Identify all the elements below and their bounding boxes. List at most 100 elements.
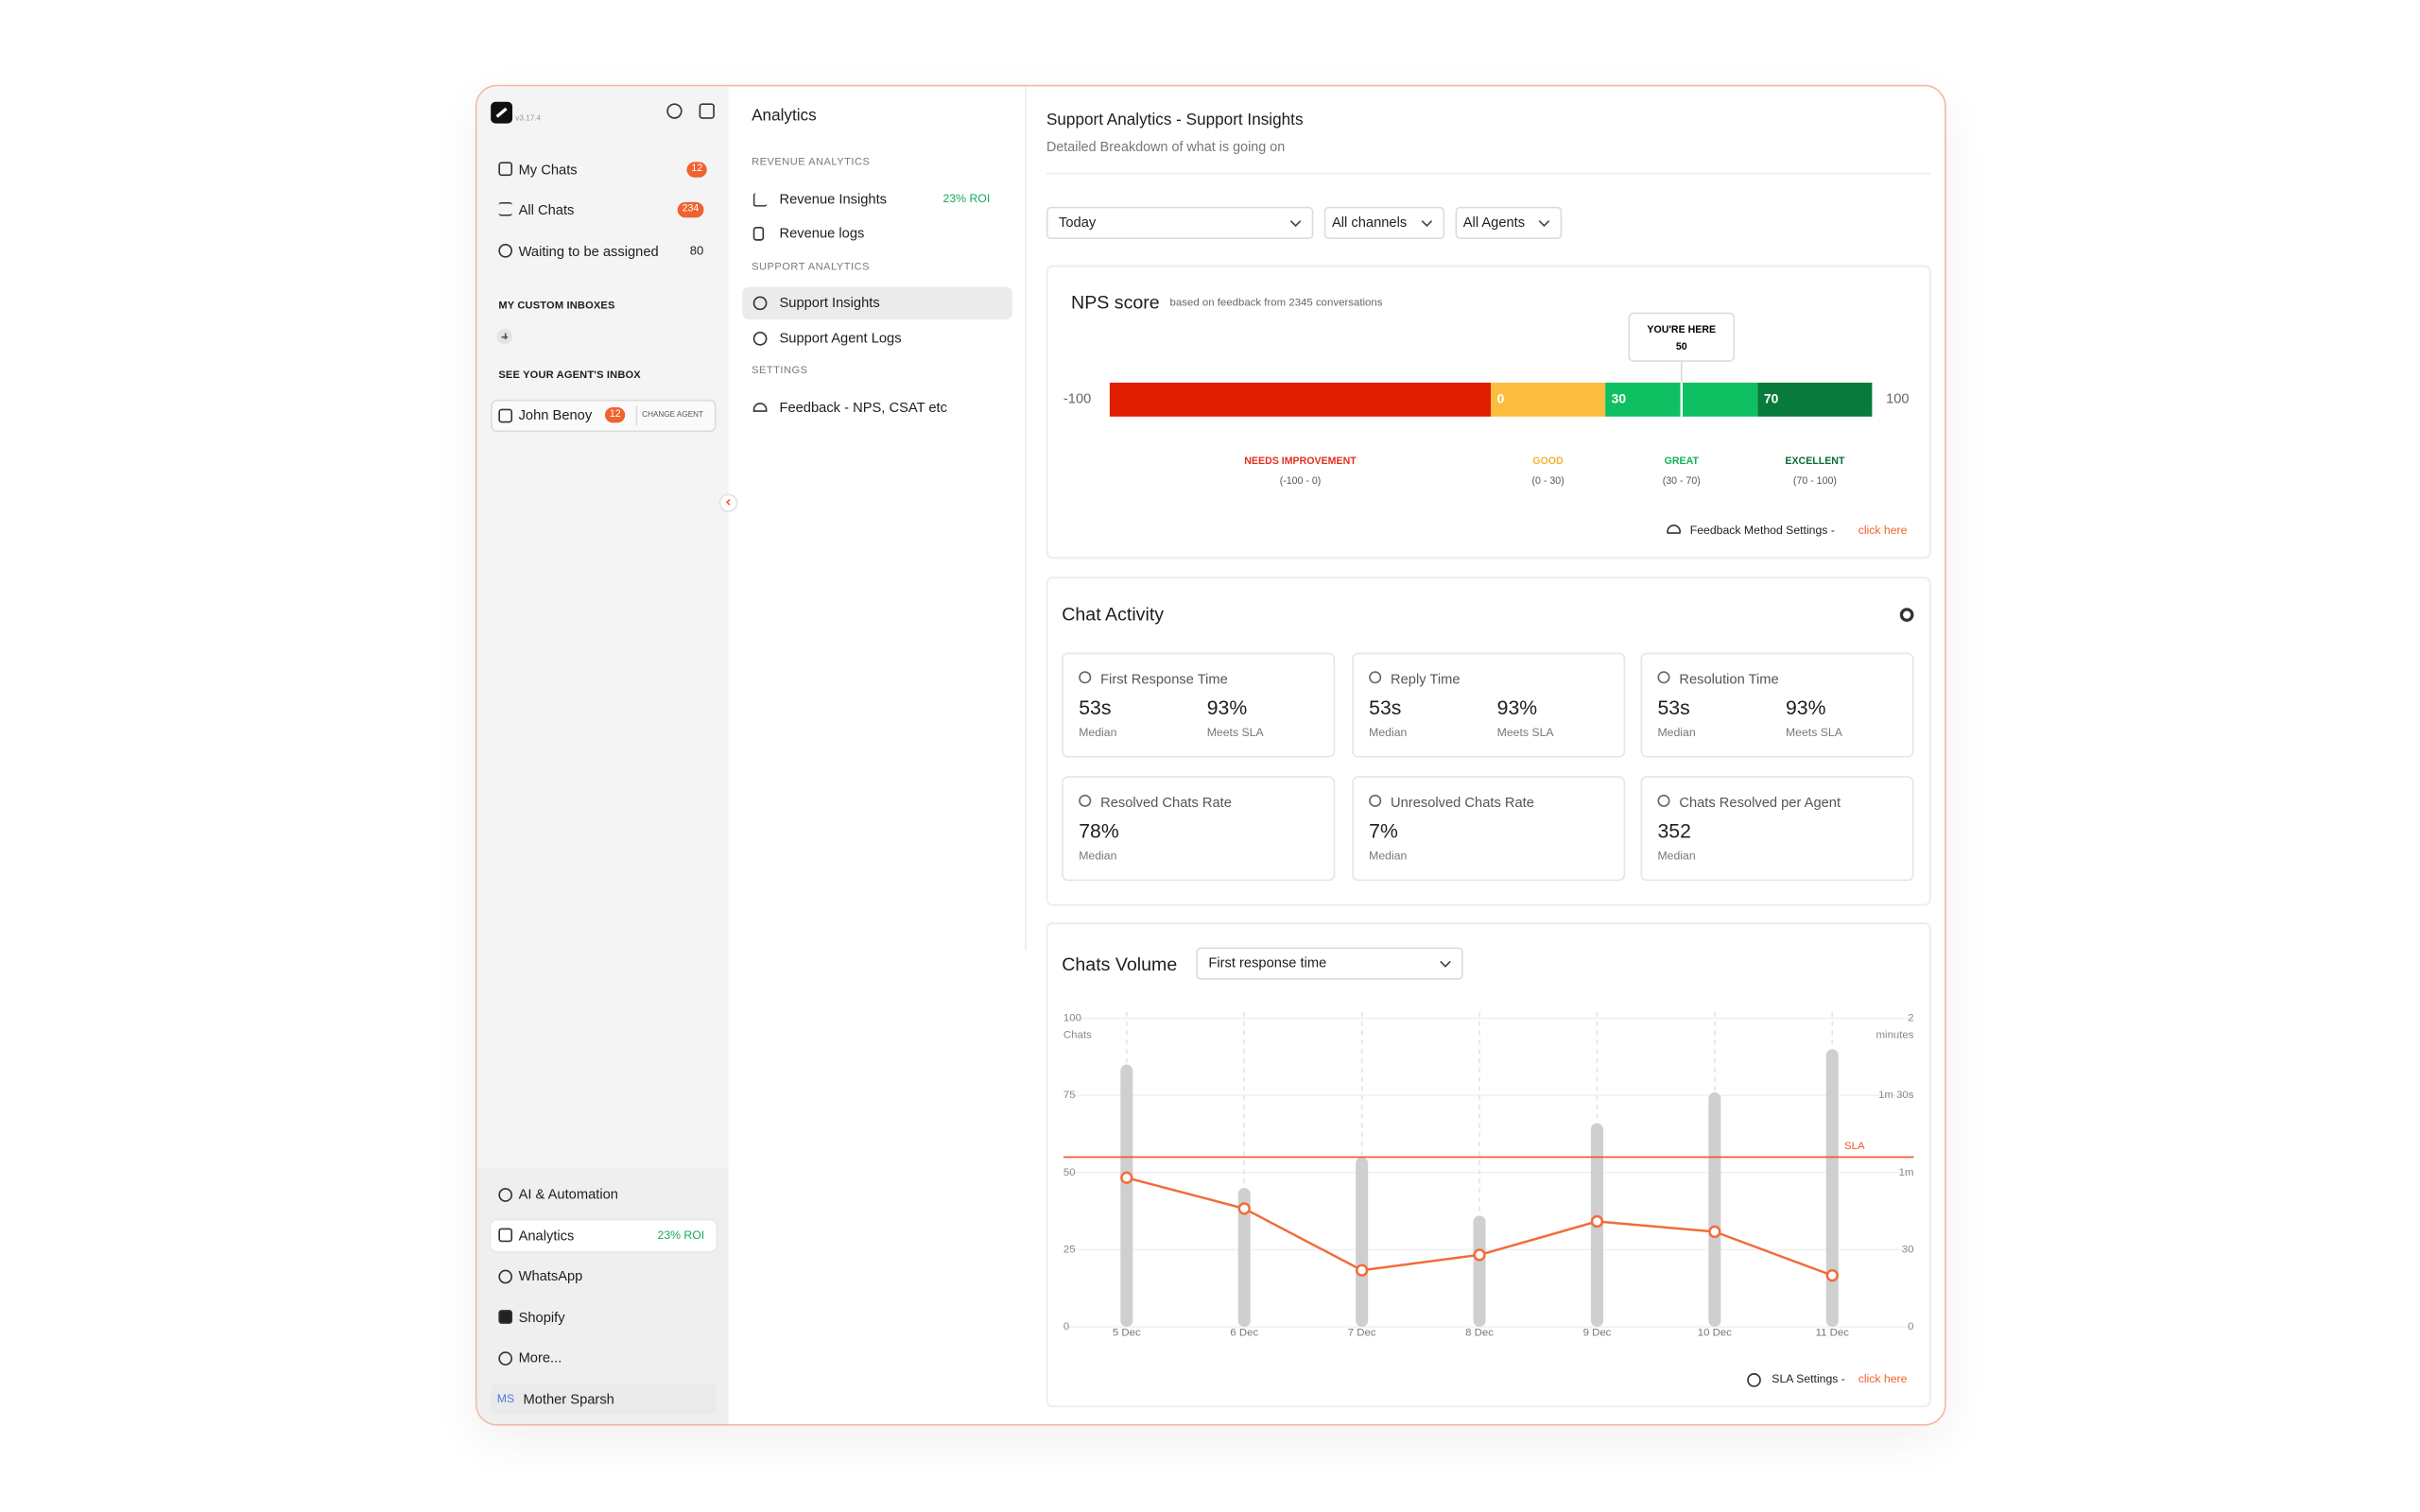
metric-icon [1657,671,1670,684]
page-subtitle: Detailed Breakdown of what is going on [1046,138,1286,155]
metric-sub: Median [1079,848,1117,863]
metric-value: 93% [1206,696,1248,719]
settings-icon [1667,524,1681,534]
nav-label[interactable]: Shopify [518,1310,565,1326]
filter-label[interactable]: All Agents [1462,214,1526,231]
filter-label[interactable]: Today [1059,214,1097,231]
nav-roi: 23% ROI [942,191,991,206]
nav-icon [752,296,768,311]
filter-label[interactable]: All channels [1331,214,1408,231]
line-point [1237,1202,1251,1215]
nav-icon [498,1269,513,1284]
date-filter[interactable] [1046,206,1314,240]
nav-icon [498,1351,513,1366]
version: v3.17.4 [515,113,542,124]
agent-count: 12 [605,407,626,423]
metric-tile [1640,776,1914,882]
metric-dropdown[interactable] [1196,947,1463,980]
section-heading: SEE YOUR AGENT'S INBOX [498,369,641,382]
nav-label[interactable]: More... [518,1349,562,1366]
page-title: Support Analytics - Support Insights [1046,111,1304,130]
y2-tick-label: 1m [1899,1167,1914,1178]
nps-footer-link[interactable]: click here [1858,523,1908,538]
search-icon[interactable] [666,103,683,119]
inbox-label[interactable]: My Chats [518,162,578,178]
nav-item[interactable]: Feedback - NPS, CSAT etc [779,399,947,416]
metric-title: Reply Time [1391,671,1461,687]
nav-heading: REVENUE ANALYTICS [752,157,871,168]
y2-tick-label: 2 [1908,1013,1913,1024]
metric-tile [1352,652,1626,758]
sidebar-bottom [476,1167,729,1424]
y2-tick-label: 1m 30s [1878,1090,1914,1101]
nav-heading: SETTINGS [752,365,808,377]
sla-footer-link[interactable]: click here [1858,1371,1908,1386]
nps-note: based on feedback from 2345 conversation… [1169,298,1383,309]
sla-footer: SLA Settings - [1772,1371,1845,1386]
metric-icon [1369,794,1382,807]
nps-title: NPS score [1071,291,1160,314]
nav-item[interactable]: Revenue logs [779,225,865,241]
nav-heading: SUPPORT ANALYTICS [752,262,870,273]
nav-item[interactable]: Support Insights [779,294,880,311]
metric-title: Resolved Chats Rate [1100,794,1232,811]
metric-value: 53s [1369,696,1402,719]
metric-value: 53s [1657,696,1690,719]
nps-category: GOOD [1532,455,1564,467]
nav-label[interactable]: Analytics [518,1228,575,1244]
dropdown-label[interactable]: First response time [1208,954,1327,971]
inbox-count: 12 [686,162,708,178]
nav-label[interactable]: AI & Automation [518,1186,618,1202]
change-agent-label[interactable]: CHANGE AGENT [642,410,704,421]
inbox-label[interactable]: Waiting to be assigned [518,243,659,260]
metric-value: 7% [1369,818,1398,843]
agent-box [491,399,717,433]
metric-value: 352 [1657,818,1691,843]
compose-icon[interactable] [699,103,715,119]
nps-tooltip-value: 50 [1676,341,1687,352]
metric-sub: Median [1079,725,1117,740]
x-tick-label: 7 Dec [1348,1328,1376,1339]
bar [1473,1215,1486,1328]
chart-title: Chats Volume [1062,953,1178,975]
nav-label[interactable]: WhatsApp [518,1268,583,1284]
nav-selected[interactable] [491,1220,717,1252]
x-tick-label: 8 Dec [1465,1328,1494,1339]
metric-icon [1079,671,1092,684]
nav-item[interactable]: Revenue Insights [779,191,888,207]
nav-selected[interactable] [742,286,1013,319]
channel-filter[interactable] [1323,206,1445,240]
line-point [1473,1248,1486,1262]
agent-filter[interactable] [1455,206,1563,240]
nps-range: (30 - 70) [1663,475,1701,487]
y-tick-label: 25 [1063,1244,1076,1255]
nps-footer: Feedback Method Settings - [1689,523,1835,538]
line-point [1590,1214,1604,1228]
nps-threshold-label: 0 [1497,391,1505,406]
x-tick-label: 5 Dec [1113,1328,1141,1339]
change-agent-button[interactable] [635,405,714,426]
column-divider [1025,86,1027,951]
nav-icon [752,332,768,346]
inbox-count: 234 [677,201,704,218]
metric-value: 78% [1079,818,1119,843]
nav-item[interactable]: Support Agent Logs [779,330,902,346]
nps-threshold-label: 30 [1612,391,1627,406]
inbox-icon [498,162,513,177]
y2-tick-label: 0 [1908,1321,1913,1332]
agent-icon [498,408,513,423]
nps-tooltip [1628,312,1736,362]
header-rule [1046,172,1931,175]
settings-button[interactable] [1899,608,1914,622]
collapse-button[interactable] [718,493,738,513]
inbox-label[interactable]: All Chats [518,201,575,218]
nps-segment [1109,382,1492,417]
nps-range: (0 - 30) [1532,475,1564,487]
metric-value: 53s [1079,696,1112,719]
settings-icon [1747,1373,1761,1387]
metric-title: Unresolved Chats Rate [1391,794,1534,811]
user-box[interactable] [491,1383,717,1416]
